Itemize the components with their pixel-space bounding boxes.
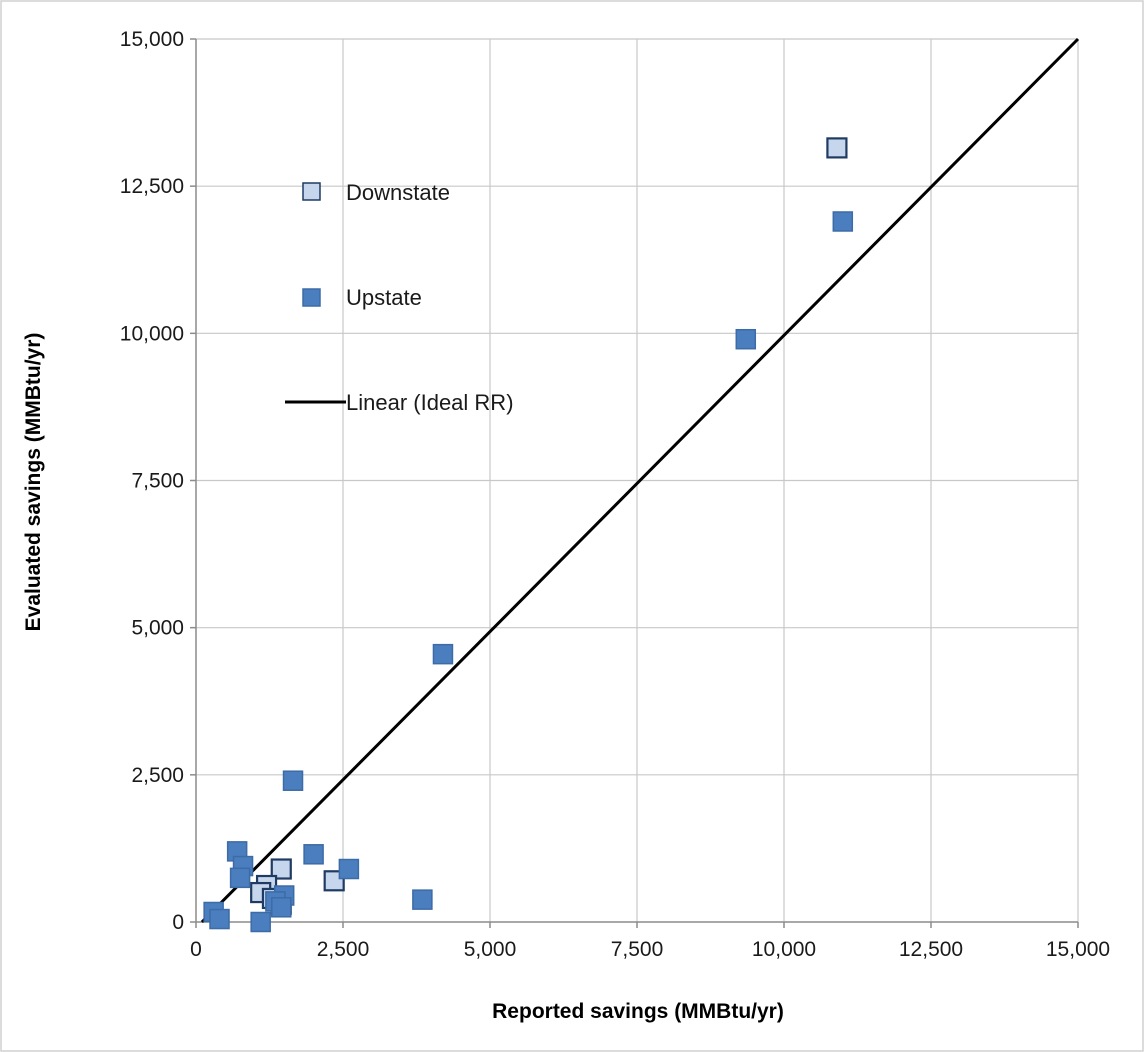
point-upstate (250, 911, 271, 933)
point-upstate (432, 643, 454, 665)
x-axis-title: Reported savings (MMBtu/yr) (492, 1000, 784, 1023)
ideal-rr-line (200, 37, 1080, 924)
point-downstate (270, 858, 292, 880)
trend-lines (200, 37, 1080, 924)
point-upstate (338, 858, 360, 880)
legend: Downstate Upstate Linear (Ideal RR) (285, 180, 514, 415)
x-tick-label: 2,500 (317, 938, 370, 961)
point-upstate (282, 770, 304, 791)
y-tick-label: 12,500 (120, 175, 184, 198)
x-tick-label: 10,000 (752, 938, 816, 961)
legend-label-upstate: Upstate (346, 285, 422, 310)
y-tick-label: 2,500 (131, 764, 184, 787)
y-tick-label: 10,000 (120, 322, 184, 345)
x-tick-label: 12,500 (899, 938, 963, 961)
y-tick-label: 7,500 (131, 470, 184, 493)
legend-marker-upstate (302, 288, 321, 307)
data-points (203, 137, 854, 933)
point-upstate (209, 908, 230, 930)
y-axis-ticks: 0 2,500 5,000 7,500 10,000 12,500 15,000 (120, 28, 196, 934)
point-upstate (271, 897, 292, 918)
y-tick-label: 5,000 (131, 617, 184, 640)
point-upstate (832, 211, 854, 232)
x-tick-label: 5,000 (464, 938, 517, 961)
legend-label-ideal-rr: Linear (Ideal RR) (346, 390, 514, 415)
legend-marker-downstate (302, 182, 321, 201)
point-upstate (303, 844, 324, 865)
point-downstate (826, 137, 848, 159)
y-tick-label: 0 (172, 911, 184, 934)
legend-label-downstate: Downstate (346, 180, 450, 205)
x-tick-label: 15,000 (1046, 938, 1110, 961)
x-tick-label: 7,500 (611, 938, 664, 961)
x-axis-ticks: 0 2,500 5,000 7,500 10,000 12,500 15,000 (190, 922, 1110, 961)
x-tick-label: 0 (190, 938, 202, 961)
point-upstate (412, 889, 433, 910)
point-upstate (229, 867, 251, 889)
point-upstate (735, 328, 757, 350)
y-tick-label: 15,000 (120, 28, 184, 51)
y-axis-title: Evaluated savings (MMBtu/yr) (22, 333, 45, 632)
